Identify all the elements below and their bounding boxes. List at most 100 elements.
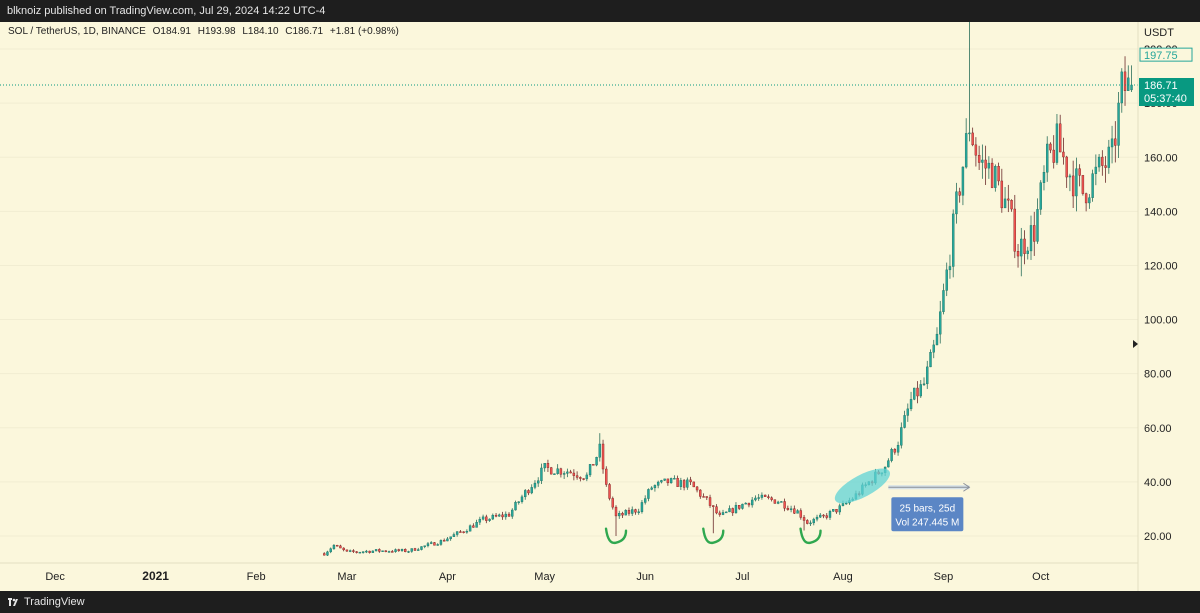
candle-body: [514, 502, 517, 511]
candle: [958, 187, 961, 203]
candle: [420, 546, 423, 551]
bottom-mark: [702, 527, 725, 545]
candle-body: [822, 514, 825, 517]
candle-body: [1084, 193, 1088, 204]
candle-body: [731, 508, 734, 514]
candle: [1114, 121, 1117, 163]
price-chart[interactable]: 20.00 40.00 60.00 80.00 100.00 120.00 140.00 16…: [0, 5, 1200, 591]
candle-body: [572, 472, 576, 476]
candle-body: [951, 213, 955, 267]
candle: [822, 514, 825, 519]
candle: [1007, 184, 1010, 213]
candle: [971, 127, 974, 147]
scale-arrow-icon: [1133, 340, 1138, 348]
candle: [1127, 65, 1130, 91]
candle: [968, 5, 971, 142]
candle: [426, 541, 430, 548]
candle: [692, 481, 696, 488]
candle: [1120, 68, 1123, 113]
candle-body: [984, 159, 987, 169]
candle-body: [838, 505, 841, 513]
candle-body: [1026, 250, 1029, 254]
candle-body: [695, 486, 699, 491]
candle: [1010, 199, 1013, 212]
candle-body: [1010, 200, 1013, 210]
candle: [608, 482, 611, 501]
candle-body: [780, 501, 783, 503]
candle: [926, 360, 929, 389]
candle: [1097, 154, 1101, 172]
candle-body: [478, 518, 482, 523]
candle: [890, 447, 893, 463]
candle: [478, 516, 482, 525]
candle-body: [1071, 175, 1075, 197]
candle: [381, 550, 384, 553]
candle: [423, 545, 426, 549]
candle: [1036, 198, 1039, 244]
candle: [913, 387, 916, 401]
candle-body: [809, 522, 812, 525]
candle: [893, 448, 897, 455]
candle-body: [974, 144, 978, 156]
candle: [465, 529, 469, 534]
candle-body: [1062, 151, 1065, 158]
candle: [832, 509, 835, 512]
candle: [455, 531, 459, 537]
candle-body: [533, 482, 537, 488]
candle: [404, 548, 407, 553]
candle: [783, 498, 786, 512]
chart-area[interactable]: 20.00 40.00 60.00 80.00 100.00 120.00 140.00 16…: [0, 5, 1200, 591]
candle: [433, 542, 436, 546]
candle: [744, 502, 747, 505]
candle: [417, 547, 420, 551]
candle-body: [835, 509, 838, 513]
candle: [942, 283, 945, 315]
candle: [1058, 114, 1062, 153]
candle: [708, 494, 712, 508]
candle-body: [783, 501, 786, 509]
candle-body: [546, 463, 550, 468]
measure-arrow-icon: [963, 482, 971, 492]
candle-body: [524, 490, 527, 498]
candle: [549, 466, 553, 475]
candle: [1003, 187, 1007, 209]
candle-body: [436, 544, 439, 546]
bottom-mark: [604, 527, 628, 545]
candle: [1107, 139, 1111, 174]
candle: [1117, 91, 1120, 158]
candle-body: [1033, 225, 1036, 242]
candle: [903, 410, 906, 429]
candle-body: [423, 545, 426, 547]
candle-body: [579, 477, 582, 479]
candle-body: [757, 497, 760, 499]
grid-layer: [0, 48, 1138, 537]
candle: [439, 539, 443, 546]
candle: [494, 512, 498, 518]
candle-body: [361, 551, 365, 553]
candle: [524, 488, 527, 500]
candle-body: [786, 508, 790, 510]
candle: [562, 471, 566, 480]
candle: [449, 536, 452, 541]
candle-body: [491, 514, 495, 520]
candle-body: [994, 166, 997, 188]
candle: [812, 517, 815, 526]
candle: [935, 327, 939, 346]
candle: [491, 513, 495, 521]
candle-body: [394, 549, 397, 552]
candle: [585, 472, 589, 482]
candle-body: [689, 479, 692, 483]
candle-body: [1039, 182, 1042, 210]
time-tick-label: Oct: [1032, 571, 1049, 583]
candle: [407, 550, 410, 553]
candle: [786, 505, 790, 511]
candle: [689, 476, 692, 486]
candle-body: [1075, 168, 1078, 197]
candle-body: [420, 546, 423, 550]
candle: [763, 494, 767, 498]
measure-tool[interactable]: 25 bars, 25d Vol 247.445 M: [891, 497, 964, 532]
candle: [339, 544, 342, 549]
candle-body: [433, 542, 436, 546]
candle-body: [465, 531, 469, 533]
candle: [702, 493, 705, 498]
